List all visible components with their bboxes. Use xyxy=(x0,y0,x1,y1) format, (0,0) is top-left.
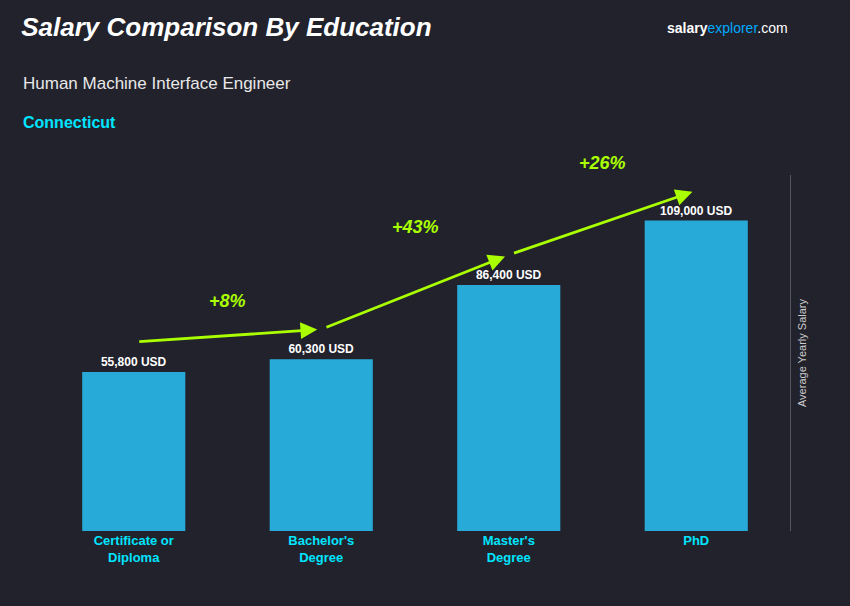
svg-text:+26%: +26% xyxy=(579,153,626,173)
svg-text:86,400 USD: 86,400 USD xyxy=(476,268,542,282)
svg-text:109,000 USD: 109,000 USD xyxy=(660,204,732,218)
svg-text:Connecticut: Connecticut xyxy=(23,114,116,131)
svg-text:salaryexplorer.com: salaryexplorer.com xyxy=(667,20,788,36)
svg-text:55,800 USD: 55,800 USD xyxy=(101,355,167,369)
svg-text:Human Machine Interface Engine: Human Machine Interface Engineer xyxy=(23,74,291,93)
svg-text:Average Yearly Salary: Average Yearly Salary xyxy=(796,298,808,407)
svg-text:PhD: PhD xyxy=(683,533,709,548)
svg-text:60,300 USD: 60,300 USD xyxy=(288,342,354,356)
svg-text:Bachelor'sDegree: Bachelor'sDegree xyxy=(288,533,354,565)
svg-text:Master'sDegree: Master'sDegree xyxy=(483,533,535,565)
svg-text:Salary Comparison By Education: Salary Comparison By Education xyxy=(21,12,431,42)
svg-text:Certificate orDiploma: Certificate orDiploma xyxy=(94,533,174,565)
svg-text:+8%: +8% xyxy=(209,291,246,311)
svg-text:+43%: +43% xyxy=(392,217,439,237)
